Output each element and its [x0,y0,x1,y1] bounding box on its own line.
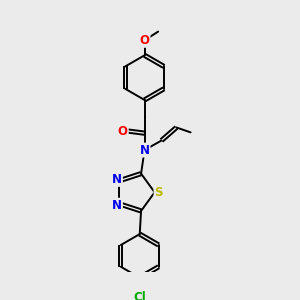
Text: S: S [154,186,163,199]
Text: O: O [140,34,150,47]
Text: N: N [140,144,150,157]
Text: N: N [112,199,122,212]
Text: Cl: Cl [133,291,146,300]
Text: N: N [112,173,122,186]
Text: O: O [118,124,128,137]
